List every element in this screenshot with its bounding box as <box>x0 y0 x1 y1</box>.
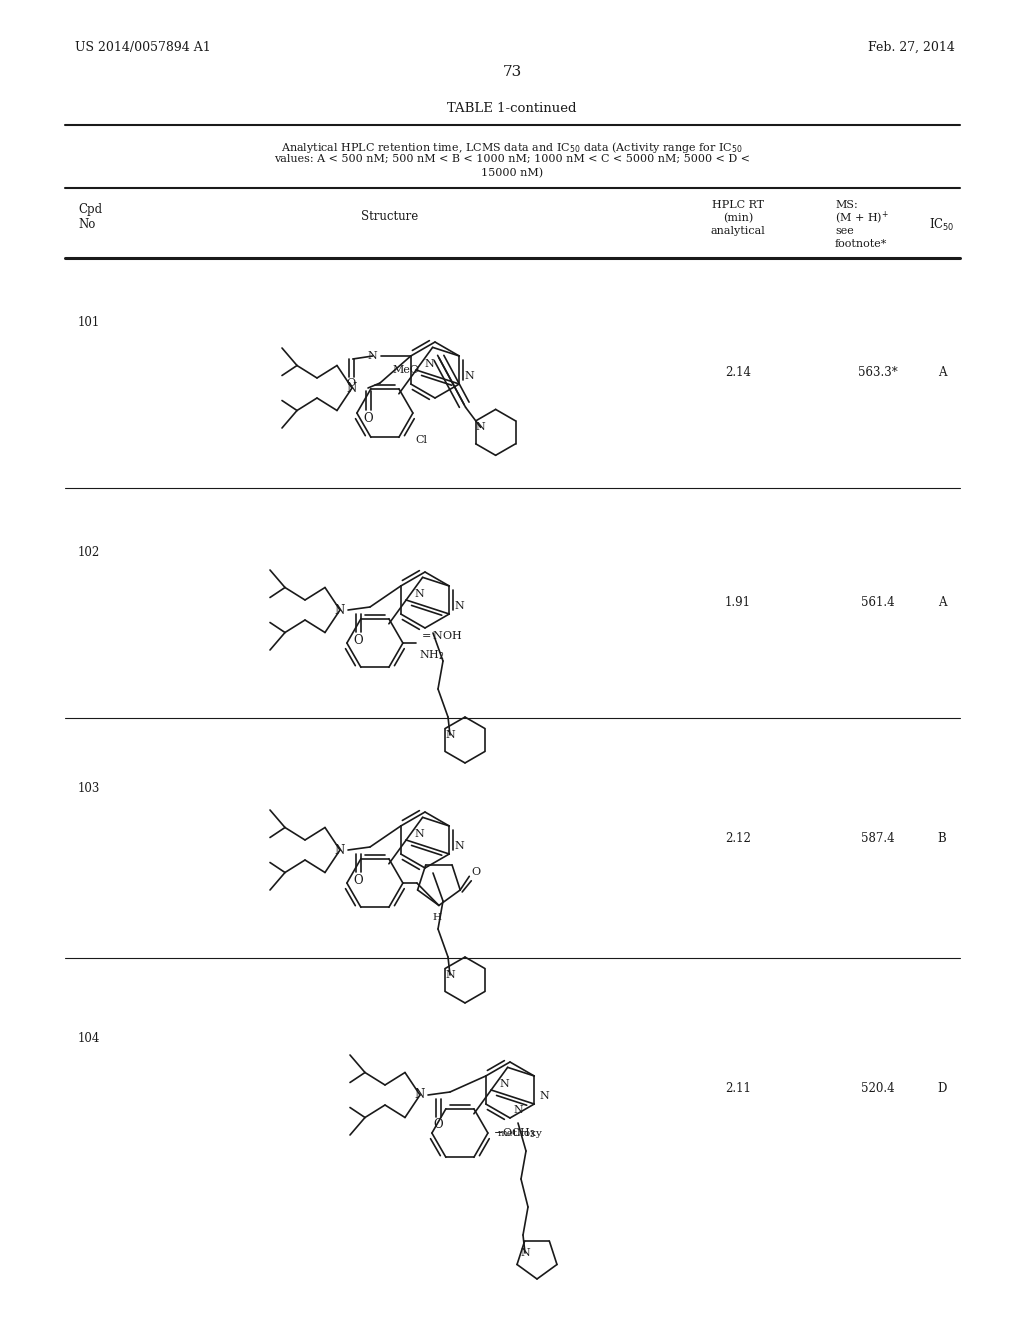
Text: O: O <box>364 412 373 425</box>
Text: 103: 103 <box>78 781 100 795</box>
Text: N: N <box>540 1092 549 1101</box>
Text: see: see <box>835 226 854 236</box>
Text: IC$_{50}$: IC$_{50}$ <box>929 216 954 234</box>
Text: footnote*: footnote* <box>835 239 888 249</box>
Text: MS:: MS: <box>835 201 858 210</box>
Text: Feb. 27, 2014: Feb. 27, 2014 <box>868 41 955 54</box>
Text: N: N <box>455 841 464 851</box>
Text: N: N <box>455 601 464 611</box>
Text: analytical: analytical <box>711 226 765 236</box>
Text: O: O <box>471 867 480 876</box>
Text: N: N <box>415 1089 425 1101</box>
Text: (min): (min) <box>723 213 753 223</box>
Text: MeO: MeO <box>393 364 420 375</box>
Text: TABLE 1-continued: TABLE 1-continued <box>447 102 577 115</box>
Text: N: N <box>520 1247 529 1258</box>
Text: 587.4: 587.4 <box>861 832 895 845</box>
Text: 73: 73 <box>503 65 521 79</box>
Text: A: A <box>938 597 946 610</box>
Text: H: H <box>432 913 441 921</box>
Text: D: D <box>937 1081 946 1094</box>
Text: N: N <box>335 843 345 857</box>
Text: N: N <box>499 1078 509 1089</box>
Text: No: No <box>78 218 95 231</box>
Text: N: N <box>445 970 455 979</box>
Text: N: N <box>335 603 345 616</box>
Text: 520.4: 520.4 <box>861 1081 895 1094</box>
Text: O: O <box>346 378 355 388</box>
Text: Cpd: Cpd <box>78 203 102 216</box>
Text: B: B <box>938 832 946 845</box>
Text: US 2014/0057894 A1: US 2014/0057894 A1 <box>75 41 211 54</box>
Text: Cl: Cl <box>416 434 428 445</box>
Text: 15000 nM): 15000 nM) <box>481 168 543 178</box>
Text: N: N <box>464 371 474 381</box>
Text: 101: 101 <box>78 317 100 330</box>
Text: Analytical HPLC retention time, LCMS data and IC$_{50}$ data (Activity range for: Analytical HPLC retention time, LCMS dat… <box>282 140 742 154</box>
Text: 2.12: 2.12 <box>725 832 751 845</box>
Text: NH$_2$: NH$_2$ <box>419 648 444 661</box>
Text: values: A < 500 nM; 500 nM < B < 1000 nM; 1000 nM < C < 5000 nM; 5000 < D <: values: A < 500 nM; 500 nM < B < 1000 nM… <box>274 154 750 164</box>
Text: N: N <box>414 829 424 840</box>
Text: A: A <box>938 367 946 380</box>
Text: $=$NOH: $=$NOH <box>419 630 463 642</box>
Text: O: O <box>433 1118 442 1131</box>
Text: HPLC RT: HPLC RT <box>712 201 764 210</box>
Text: 563.3*: 563.3* <box>858 367 898 380</box>
Text: 104: 104 <box>78 1031 100 1044</box>
Text: N: N <box>424 359 434 370</box>
Text: 1.91: 1.91 <box>725 597 751 610</box>
Text: methoxy: methoxy <box>498 1129 543 1138</box>
Text: 2.14: 2.14 <box>725 367 751 380</box>
Text: 2.11: 2.11 <box>725 1081 751 1094</box>
Text: N: N <box>347 381 357 395</box>
Text: (M + H)$^{+}$: (M + H)$^{+}$ <box>835 210 889 227</box>
Text: O: O <box>353 874 362 887</box>
Text: O: O <box>353 634 362 647</box>
Text: $-$OCH$_3$: $-$OCH$_3$ <box>493 1126 536 1140</box>
Text: N: N <box>513 1105 522 1115</box>
Text: 561.4: 561.4 <box>861 597 895 610</box>
Text: 102: 102 <box>78 546 100 560</box>
Text: N: N <box>445 730 455 741</box>
Text: N: N <box>414 589 424 599</box>
Text: N: N <box>368 351 378 360</box>
Text: Structure: Structure <box>361 210 419 223</box>
Text: N: N <box>476 422 485 433</box>
